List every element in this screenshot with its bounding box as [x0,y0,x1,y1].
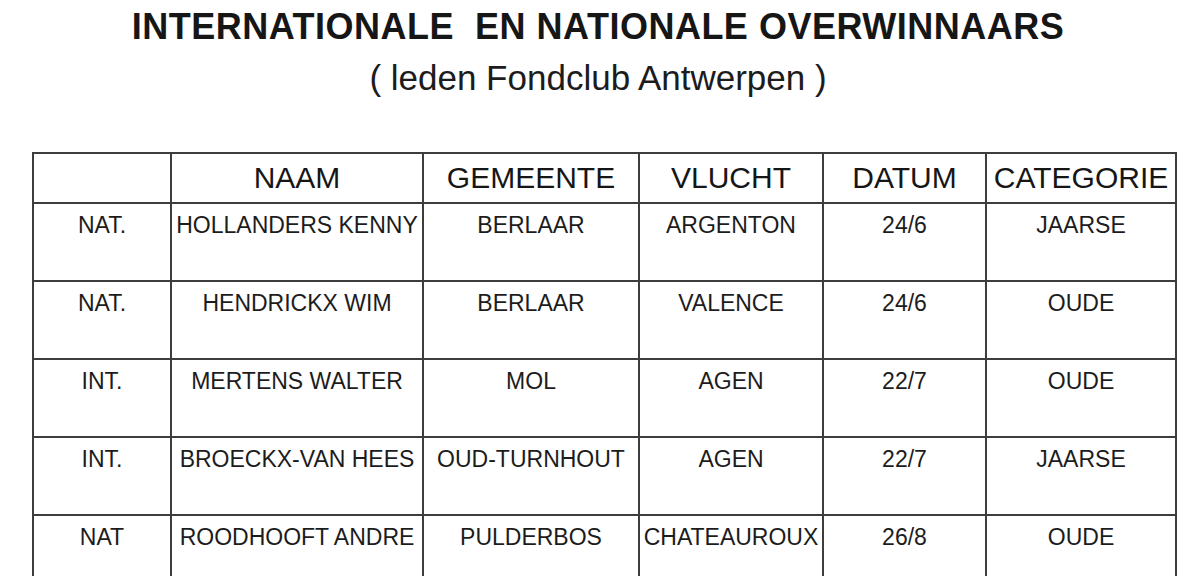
cell-datum: 24/6 [823,203,986,281]
header-cell-type [33,153,171,203]
cell-gemeente: PULDERBOS [423,515,639,576]
cell-gemeente: MOL [423,359,639,437]
cell-naam: HOLLANDERS KENNY [171,203,423,281]
header-cell-categorie: CATEGORIE [986,153,1176,203]
cell-vlucht: AGEN [639,359,823,437]
cell-naam: HENDRICKX WIM [171,281,423,359]
cell-categorie: JAARSE [986,437,1176,515]
table-row: INT. BROECKX-VAN HEES OUD-TURNHOUT AGEN … [33,437,1176,515]
cell-vlucht: VALENCE [639,281,823,359]
table-row: NAT. HENDRICKX WIM BERLAAR VALENCE 24/6 … [33,281,1176,359]
table-row: NAT. HOLLANDERS KENNY BERLAAR ARGENTON 2… [33,203,1176,281]
cell-naam: MERTENS WALTER [171,359,423,437]
page-subtitle: ( leden Fondclub Antwerpen ) [0,56,1196,100]
cell-datum: 22/7 [823,359,986,437]
document-header: INTERNATIONALE EN NATIONALE OVERWINNAARS… [0,4,1196,100]
cell-vlucht: CHATEAUROUX [639,515,823,576]
cell-gemeente: BERLAAR [423,281,639,359]
header-cell-gemeente: GEMEENTE [423,153,639,203]
document-page: INTERNATIONALE EN NATIONALE OVERWINNAARS… [0,0,1200,576]
table-row: NAT ROODHOOFT ANDRE PULDERBOS CHATEAUROU… [33,515,1176,576]
cell-vlucht: AGEN [639,437,823,515]
cell-gemeente: BERLAAR [423,203,639,281]
table-row: INT. MERTENS WALTER MOL AGEN 22/7 OUDE [33,359,1176,437]
cell-categorie: OUDE [986,515,1176,576]
cell-type: NAT [33,515,171,576]
cell-naam: BROECKX-VAN HEES [171,437,423,515]
cell-datum: 24/6 [823,281,986,359]
cell-categorie: OUDE [986,281,1176,359]
table-header-row: NAAM GEMEENTE VLUCHT DATUM CATEGORIE [33,153,1176,203]
cell-datum: 22/7 [823,437,986,515]
cell-categorie: JAARSE [986,203,1176,281]
cell-type: INT. [33,359,171,437]
cell-naam: ROODHOOFT ANDRE [171,515,423,576]
page-title: INTERNATIONALE EN NATIONALE OVERWINNAARS [0,4,1196,50]
cell-datum: 26/8 [823,515,986,576]
header-cell-datum: DATUM [823,153,986,203]
cell-type: NAT. [33,281,171,359]
cell-type: NAT. [33,203,171,281]
cell-categorie: OUDE [986,359,1176,437]
header-cell-naam: NAAM [171,153,423,203]
header-cell-vlucht: VLUCHT [639,153,823,203]
winners-table: NAAM GEMEENTE VLUCHT DATUM CATEGORIE NAT… [32,152,1177,576]
cell-gemeente: OUD-TURNHOUT [423,437,639,515]
cell-vlucht: ARGENTON [639,203,823,281]
cell-type: INT. [33,437,171,515]
